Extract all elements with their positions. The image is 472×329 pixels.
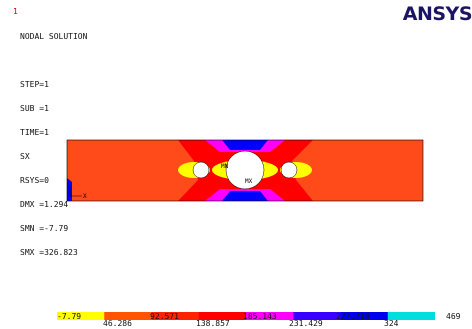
min-marker-label: MN (221, 163, 229, 170)
plate-outline (66, 139, 424, 202)
max-marker-label: MX (245, 178, 253, 185)
legend-tick-1: -7.79 (57, 312, 82, 321)
legend-band-6 (293, 312, 341, 320)
legend-tick-8: 324 (384, 319, 399, 328)
window-number: 1 (13, 7, 18, 16)
triad-x-label: X (83, 193, 87, 200)
legend-tick-2: 46.286 (103, 319, 132, 328)
hole-right[interactable] (280, 161, 298, 179)
zone-blue-top (222, 140, 268, 150)
info-line-time: TIME=1 (20, 128, 49, 137)
legend-band-7 (340, 312, 389, 320)
legend-band-2 (104, 312, 152, 320)
contour-legend (57, 305, 436, 324)
hole-center[interactable] (225, 150, 265, 190)
legend-band-4 (198, 312, 247, 320)
legend-tick-6: 231.429 (289, 319, 323, 328)
info-line-sub: SUB =1 (20, 104, 49, 113)
ansys-logo: ANSYS (402, 3, 472, 25)
legend-band-8 (387, 312, 436, 320)
legend-tick-9: 469 (446, 312, 461, 321)
legend-color-bar (57, 312, 436, 320)
info-line-dmx: DMX =1.294 (20, 200, 69, 209)
legend-tick-5: 185.143 (243, 312, 277, 321)
zone-blue-bottom (222, 191, 268, 201)
legend-band-5 (246, 312, 294, 320)
legend-tick-4: 138.857 (196, 319, 230, 328)
legend-tick-3: 92.571 (150, 312, 179, 321)
info-line-step: STEP=1 (20, 80, 49, 89)
info-line-title: NODAL SOLUTION (20, 32, 88, 41)
info-line-smn: SMN =-7.79 (20, 224, 69, 233)
legend-tick-7: 277.714 (336, 312, 370, 321)
hole-left[interactable] (192, 161, 210, 179)
legend-band-3 (151, 312, 200, 320)
info-line-smx: SMX =326.823 (20, 248, 78, 257)
info-line-rsys: RSYS=0 (20, 176, 49, 185)
zone-min-corner (67, 178, 72, 201)
legend-band-1 (57, 312, 105, 320)
